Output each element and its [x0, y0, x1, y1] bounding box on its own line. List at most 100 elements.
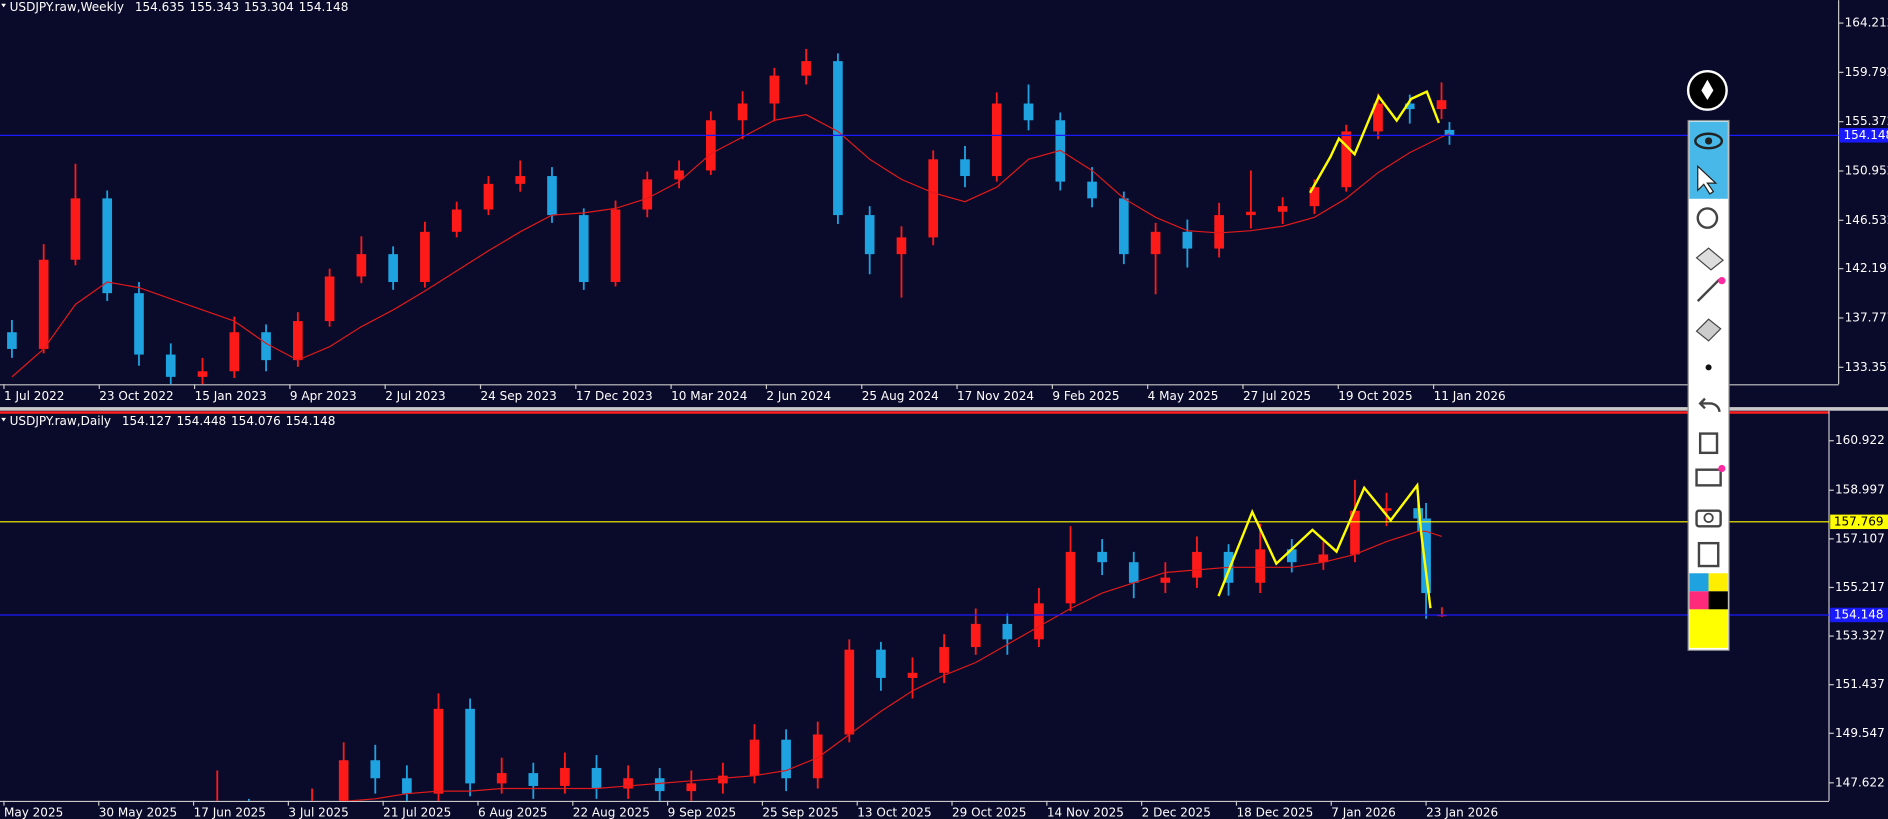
trash-button[interactable] [1698, 432, 1719, 455]
x-tick-label: 27 Jul 2025 [1243, 389, 1311, 403]
compass-button[interactable] [1696, 207, 1719, 229]
x-tick-label: 4 May 2025 [1148, 389, 1219, 403]
ruler-button[interactable] [1695, 247, 1724, 271]
candle-body [229, 332, 240, 372]
candle-body [737, 103, 748, 121]
x-tick-label: May 2025 [4, 805, 63, 819]
drawing-toolbar [1686, 69, 1730, 651]
x-tick-label: 6 Aug 2025 [478, 805, 547, 819]
current-price-label: 154.148 [1834, 607, 1884, 621]
candle-body [686, 783, 697, 792]
x-tick-label: 23 Oct 2022 [99, 389, 173, 403]
x-tick-label: 2 Jun 2024 [766, 389, 831, 403]
candle-body [781, 739, 791, 779]
candle-body [991, 103, 1002, 177]
panel-splitter[interactable] [0, 407, 1888, 411]
candle-body [451, 209, 462, 232]
x-tick-label: 17 Dec 2023 [576, 389, 653, 403]
eraser-button[interactable] [1695, 318, 1722, 342]
candle-body [1034, 603, 1044, 640]
candle-body [812, 734, 823, 779]
candle-body [1350, 510, 1360, 555]
x-tick-label: 3 Jul 2025 [288, 805, 348, 819]
moving-average [11, 114, 1450, 378]
y-tick-label: 146.532 [1845, 213, 1888, 227]
open-value: 154.635 [135, 0, 185, 14]
current-price-box [1839, 128, 1888, 143]
candle-body [465, 708, 475, 784]
current-price-label: 154.148 [1843, 128, 1888, 142]
candle-body [293, 321, 303, 361]
candle-body [1436, 100, 1447, 110]
line-button[interactable] [1696, 278, 1721, 302]
board-button[interactable] [1695, 468, 1722, 487]
candle-body [1214, 215, 1224, 249]
color-swatch[interactable] [1708, 573, 1728, 592]
level-label-box [1830, 514, 1888, 530]
candle-body [1023, 103, 1034, 121]
candle-body [420, 231, 430, 283]
moving-average [343, 530, 1443, 801]
candle-body [578, 215, 589, 283]
candle-body [1413, 508, 1423, 519]
candle-body [1444, 129, 1455, 136]
candle-body [706, 120, 716, 171]
candle-body [1246, 211, 1256, 216]
active-color[interactable] [1689, 609, 1728, 648]
x-tick-label: 25 Aug 2024 [862, 389, 939, 403]
x-tick-label: 14 Nov 2025 [1047, 805, 1124, 819]
clipboard-button[interactable] [1697, 541, 1720, 568]
candle-body [1341, 131, 1352, 188]
x-tick-label: 2 Jul 2023 [385, 389, 445, 403]
x-tick-label: 2 Dec 2025 [1142, 805, 1211, 819]
candle-body [1087, 181, 1097, 199]
candle-body [844, 649, 855, 735]
x-tick-label: 13 Oct 2025 [857, 805, 931, 819]
candle-body [356, 254, 367, 277]
undo-button[interactable] [1698, 397, 1721, 413]
candle-body [1309, 187, 1320, 207]
candle-body [749, 739, 760, 776]
candle-body [1128, 562, 1139, 583]
candle-body [876, 649, 886, 678]
color-swatch[interactable] [1708, 591, 1728, 610]
y-tick-label: 160.922 [1835, 433, 1885, 447]
toolbar-panel [1687, 119, 1730, 651]
candle-body [642, 179, 653, 210]
candle-body [769, 75, 780, 104]
color-swatch[interactable] [1689, 591, 1709, 610]
y-tick-label: 147.622 [1835, 775, 1885, 789]
candle-body [864, 215, 875, 255]
camera-button[interactable] [1695, 509, 1722, 528]
badge [1718, 464, 1726, 473]
cursor-button[interactable] [1697, 164, 1718, 195]
dot-button[interactable] [1705, 364, 1712, 371]
user-drawing[interactable] [1308, 89, 1441, 194]
price-chart [0, 48, 1839, 385]
high-value: 154.448 [176, 414, 226, 428]
x-tick-label: 22 Aug 2025 [573, 805, 650, 819]
high-value: 155.343 [189, 0, 239, 14]
candle-body [674, 170, 684, 180]
y-tick-label: 159.792 [1845, 65, 1888, 79]
x-tick-label: 18 Dec 2025 [1236, 805, 1313, 819]
collapse-arrow [1, 417, 7, 422]
eye-button[interactable] [1694, 132, 1724, 150]
candle-body [1119, 198, 1129, 255]
x-tick-label: 17 Nov 2024 [957, 389, 1034, 403]
candle-body [960, 159, 970, 177]
camera-lens [1703, 512, 1714, 523]
x-tick-label: 11 Jan 2026 [1434, 389, 1506, 403]
user-drawing[interactable] [1217, 482, 1432, 609]
candle-body [1286, 549, 1297, 563]
candle-body [528, 773, 539, 786]
color-swatch[interactable] [1689, 573, 1709, 592]
candle-body [496, 773, 507, 784]
candle-body [560, 767, 570, 786]
candle-body [718, 775, 728, 784]
candle-body [547, 176, 557, 216]
candle-body [1318, 554, 1329, 563]
x-tick-label: 10 Mar 2024 [671, 389, 747, 403]
open-value: 154.127 [122, 414, 172, 428]
